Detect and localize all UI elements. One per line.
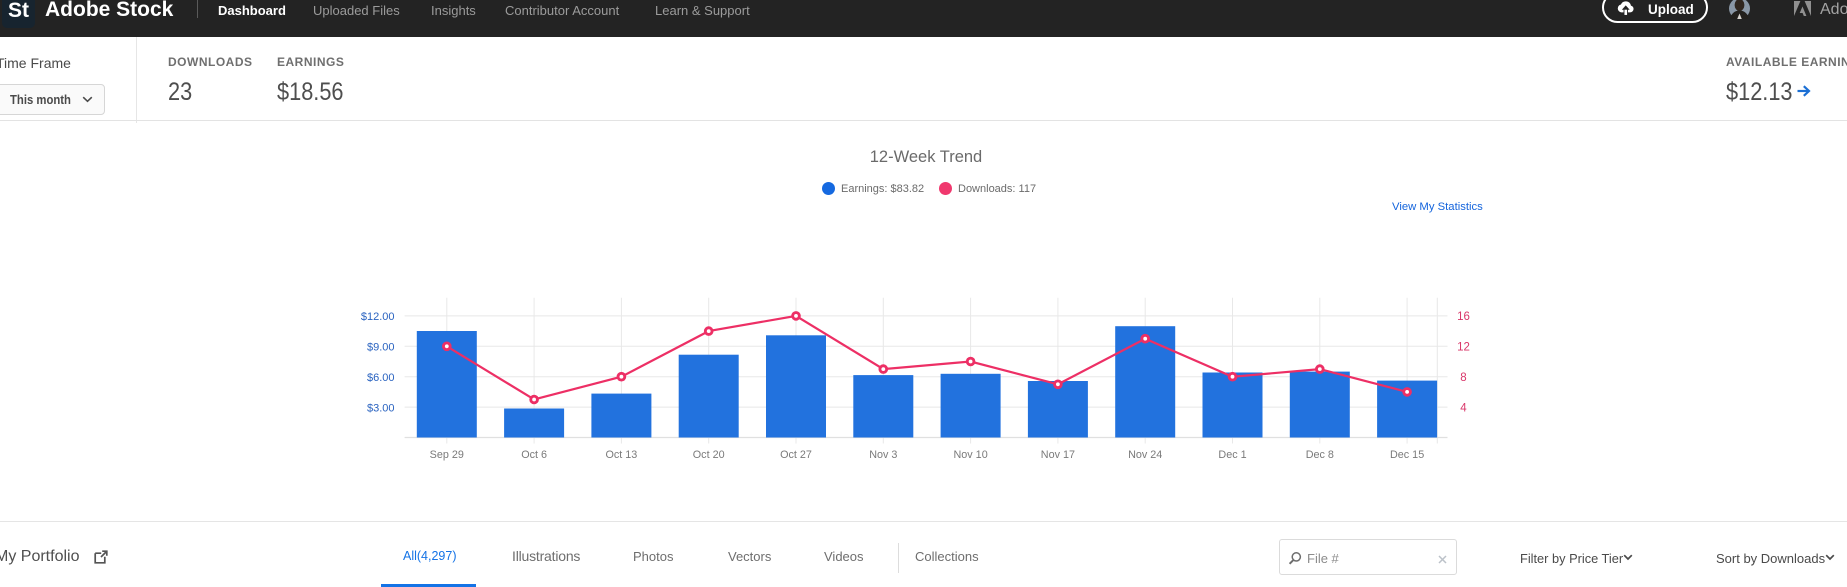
svg-text:Oct 27: Oct 27 <box>780 449 812 461</box>
svg-text:$6.00: $6.00 <box>367 372 395 384</box>
svg-text:Oct 6: Oct 6 <box>521 449 547 461</box>
svg-text:Sep 29: Sep 29 <box>430 449 464 461</box>
svg-text:Dec 15: Dec 15 <box>1390 449 1424 461</box>
svg-text:Dec 1: Dec 1 <box>1218 449 1246 461</box>
svg-text:Oct 20: Oct 20 <box>693 449 725 461</box>
svg-text:Oct 13: Oct 13 <box>605 449 637 461</box>
svg-text:$3.00: $3.00 <box>367 402 395 414</box>
svg-text:16: 16 <box>1457 311 1470 323</box>
svg-text:Nov 10: Nov 10 <box>953 449 987 461</box>
svg-text:Nov 17: Nov 17 <box>1041 449 1075 461</box>
svg-text:4: 4 <box>1460 402 1467 414</box>
svg-text:Nov 24: Nov 24 <box>1128 449 1162 461</box>
svg-text:8: 8 <box>1460 372 1466 384</box>
svg-text:Dec 8: Dec 8 <box>1306 449 1334 461</box>
svg-text:Nov 3: Nov 3 <box>869 449 897 461</box>
svg-text:$9.00: $9.00 <box>367 342 395 354</box>
svg-text:$12.00: $12.00 <box>361 311 395 323</box>
svg-text:12: 12 <box>1457 342 1470 354</box>
